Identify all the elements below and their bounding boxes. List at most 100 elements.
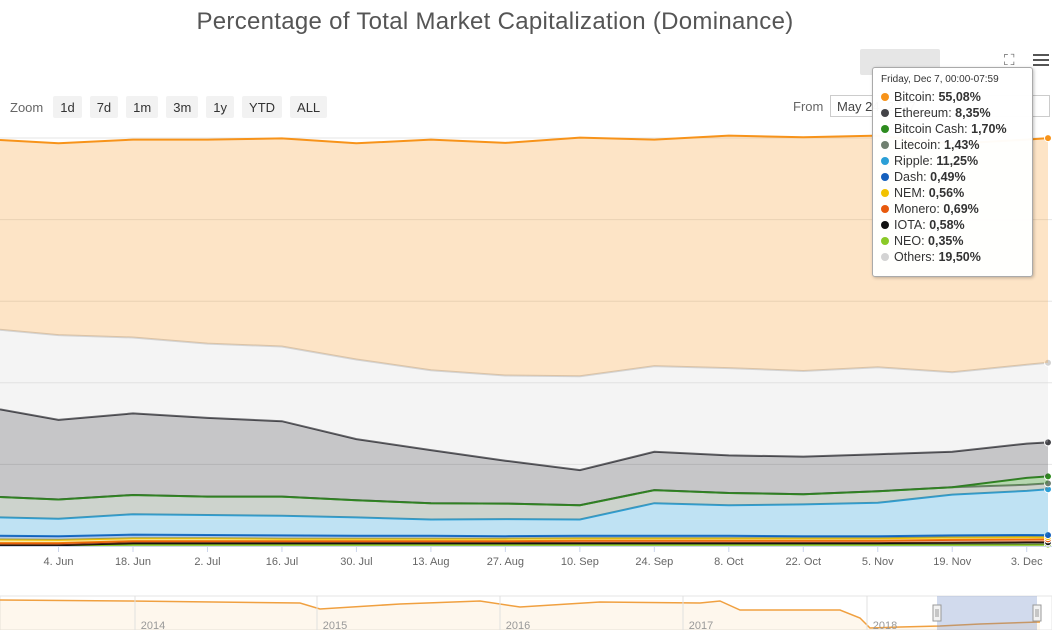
area-others	[0, 329, 1048, 471]
x-tick-label: 16. Jul	[266, 556, 298, 568]
area-ethereum	[0, 409, 1048, 506]
tooltip-row-others: Others: 19,50%	[881, 249, 1024, 265]
navigator: 2014 2015 2016 2017 2018	[0, 595, 1052, 630]
chart-title: Percentage of Total Market Capitalizatio…	[196, 8, 794, 35]
point-bitcoin	[1044, 134, 1052, 143]
zoom-1d-button[interactable]: 1d	[53, 96, 82, 118]
tooltip-series-name: Ripple:	[894, 154, 937, 168]
series-dot-icon	[881, 189, 889, 197]
x-tick-label: 18. Jun	[115, 556, 151, 568]
navigator-year-label: 2017	[689, 620, 713, 630]
tooltip-series-name: Bitcoin:	[894, 90, 939, 104]
navigator-year-label: 2014	[141, 620, 165, 630]
series-line-others	[0, 328, 1049, 378]
x-tick-label: 4. Jun	[44, 556, 74, 568]
series-dot-icon	[881, 237, 889, 245]
series-line-iota	[0, 541, 1049, 547]
hamburger-menu-icon[interactable]	[1033, 52, 1049, 66]
series-dot-icon	[881, 253, 889, 261]
tooltip-series-value: 11,25%	[936, 154, 979, 168]
chart-tooltip: Friday, Dec 7, 00:00-07:59 Bitcoin: 55,0…	[872, 67, 1033, 277]
navigator-year-label: 2015	[323, 620, 347, 630]
tooltip-series-value: 8,35%	[955, 106, 991, 120]
series-line-monero	[0, 538, 1049, 545]
tooltip-row-dash: Dash: 0,49%	[881, 169, 1024, 185]
series-line-ripple	[0, 488, 1049, 521]
series-line-ethereum	[0, 408, 1049, 472]
tooltip-series-value: 1,43%	[944, 138, 980, 152]
tooltip-row-nem: NEM: 0,56%	[881, 185, 1024, 201]
tooltip-series-value: 0,56%	[928, 186, 965, 200]
navigator-handle	[1032, 604, 1042, 622]
area-bitcoin	[0, 135, 1048, 377]
series-line-neo	[0, 543, 1049, 547]
series-dot-icon	[881, 93, 889, 101]
x-tick-label: 19. Nov	[933, 556, 971, 568]
tooltip-row-ripple: Ripple: 11,25%	[881, 153, 1024, 169]
series-dot-icon	[881, 141, 889, 149]
zoom-label: Zoom	[10, 99, 44, 115]
series-line-nem	[0, 535, 1049, 541]
tooltip-series-name: NEM:	[894, 186, 929, 200]
navigator-area	[0, 600, 1040, 630]
zoom-1y-button[interactable]: 1y	[206, 96, 235, 118]
zoom-1m-button[interactable]: 1m	[126, 96, 159, 118]
x-axis: 4. Jun 18. Jun 2. Jul 16. Jul 30. Jul 13. Aug…	[0, 546, 1052, 568]
tooltip-row-bitcoin: Bitcoin: 55,08%	[881, 89, 1024, 105]
tooltip-series-name: IOTA:	[894, 218, 930, 232]
stacked-areas	[0, 134, 1052, 549]
tooltip-series-name: Bitcoin Cash:	[894, 122, 972, 136]
tooltip-row-bitcoin-cash: Bitcoin Cash: 1,70%	[881, 121, 1024, 137]
tooltip-header: Friday, Dec 7, 00:00-07:59	[881, 74, 999, 85]
from-label: From	[793, 99, 824, 114]
zoom-all-button[interactable]: ALL	[290, 96, 328, 118]
tooltip-series-name: Ethereum:	[894, 106, 956, 120]
area-litecoin	[0, 483, 1048, 520]
series-dot-icon	[881, 125, 889, 133]
tooltip-series-name: Litecoin:	[894, 138, 945, 152]
tooltip-series-name: Others:	[894, 250, 939, 264]
tooltip-series-value: 0,58%	[929, 218, 965, 232]
area-ripple	[0, 489, 1048, 537]
tooltip-series-name: Dash:	[894, 170, 931, 184]
navigator-selection	[937, 596, 1037, 630]
zoom-3m-button[interactable]: 3m	[166, 96, 199, 118]
tooltip-series-value: 0,35%	[928, 234, 964, 248]
tooltip-series-name: Monero:	[894, 202, 944, 216]
x-tick-label: 2. Jul	[194, 556, 220, 568]
tooltip-series-value: 0,49%	[930, 170, 966, 184]
tooltip-row-neo: NEO: 0,35%	[881, 233, 1024, 249]
tooltip-series-value: 55,08%	[938, 90, 981, 104]
x-tick-label: 30. Jul	[340, 556, 372, 568]
tooltip-series-name: NEO:	[894, 234, 929, 248]
zoom-range-selector: Zoom 1d 7d 1m 3m 1y YTD ALL	[10, 96, 335, 118]
x-tick-label: 22. Oct	[786, 556, 821, 568]
series-dot-icon	[881, 221, 889, 229]
tooltip-series-value: 0,69%	[943, 202, 979, 216]
x-tick-label: 13. Aug	[412, 556, 449, 568]
zoom-ytd-button[interactable]: YTD	[242, 96, 283, 118]
tooltip-series-value: 19,50%	[938, 250, 981, 264]
tooltip-row-litecoin: Litecoin: 1,43%	[881, 137, 1024, 153]
series-line-dash	[0, 533, 1049, 538]
tooltip-series-value: 1,70%	[971, 122, 1007, 136]
tooltip-row-monero: Monero: 0,69%	[881, 201, 1024, 217]
navigator-year-label: 2016	[506, 620, 530, 630]
x-tick-label: 3. Dec	[1011, 556, 1043, 568]
series-dot-icon	[881, 173, 889, 181]
series-dot-icon	[881, 109, 889, 117]
tooltip-row-iota: IOTA: 0,58%	[881, 217, 1024, 233]
x-tick-label: 8. Oct	[714, 556, 743, 568]
zoom-7d-button[interactable]: 7d	[89, 96, 119, 118]
x-tick-label: 27. Aug	[487, 556, 524, 568]
x-tick-label: 10. Sep	[561, 556, 599, 568]
series-dot-icon	[881, 205, 889, 213]
x-tick-label: 5. Nov	[862, 556, 894, 568]
fullscreen-icon[interactable]: ⛶	[1004, 52, 1015, 69]
navigator-year-label: 2018	[873, 620, 897, 630]
series-dot-icon	[881, 157, 889, 165]
tooltip-row-ethereum: Ethereum: 8,35%	[881, 105, 1024, 121]
navigator-handle	[932, 604, 942, 622]
series-line-bitcoin-cash	[0, 475, 1049, 507]
